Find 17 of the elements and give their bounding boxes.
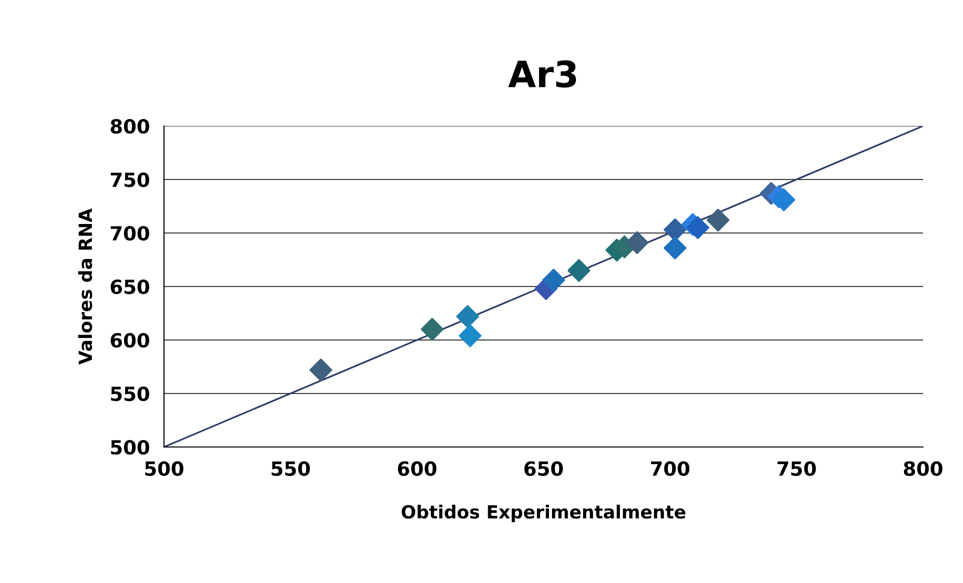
x-tick-label: 650 [524, 461, 563, 476]
x-axis-title: Obtidos Experimentalmente [402, 504, 686, 522]
x-tick-label: 700 [651, 461, 690, 476]
y-axis-title: Valores da RNA [78, 208, 92, 365]
x-tick-label: 800 [904, 461, 942, 476]
x-tick-label: 550 [272, 461, 310, 476]
y-tick-label: 550 [111, 386, 150, 402]
y-tick-label: 650 [110, 279, 150, 294]
y-tick-label: 500 [111, 440, 150, 455]
y-tick-label: 800 [110, 118, 150, 134]
x-tick-label: 750 [778, 461, 816, 476]
y-tick-label: 750 [110, 172, 150, 188]
x-tick-label: 500 [145, 461, 184, 476]
y-tick-label: 700 [110, 226, 150, 241]
x-tick-label: 600 [398, 461, 436, 476]
chart-title: Ar3 [508, 60, 576, 88]
y-tick-label: 600 [110, 332, 150, 348]
